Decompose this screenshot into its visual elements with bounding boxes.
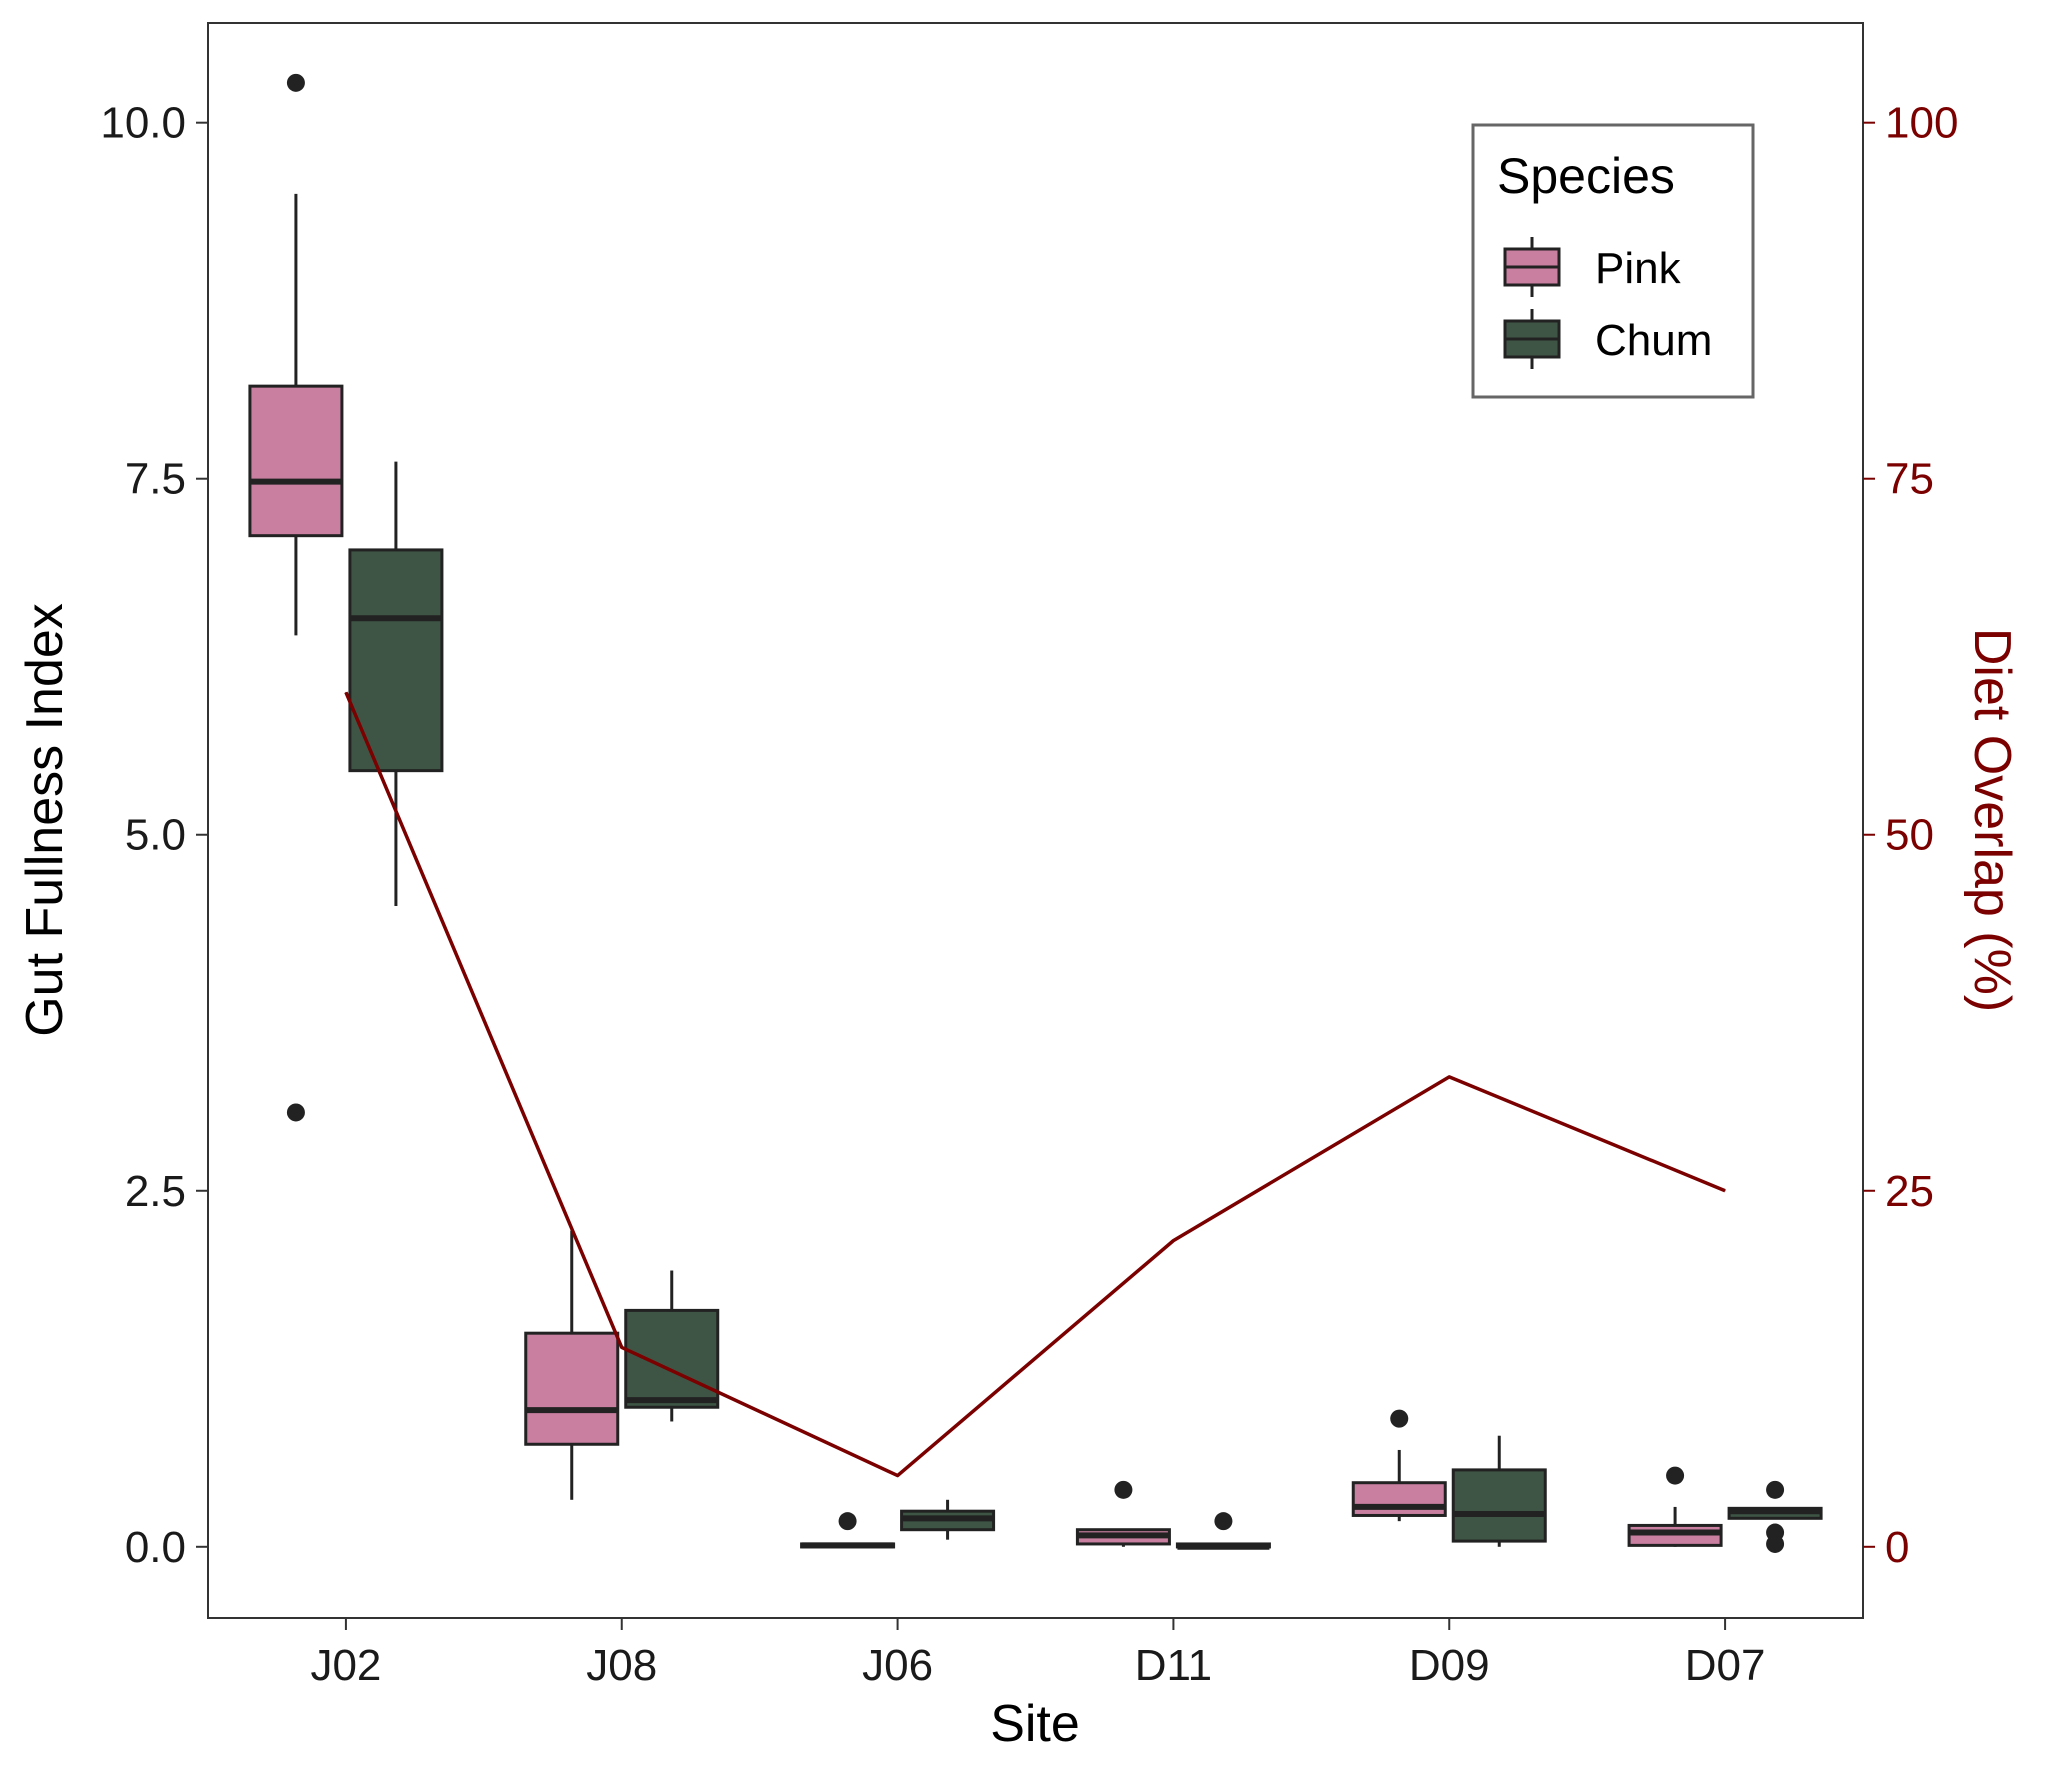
- x-tick-label: J02: [310, 1641, 381, 1690]
- diet-overlap-polyline: [344, 691, 1726, 1478]
- diet-overlap-point: [345, 691, 347, 693]
- x-tick-label: D09: [1409, 1641, 1490, 1690]
- x-tick-label: D07: [1685, 1641, 1766, 1690]
- diet-overlap-line: [344, 691, 1726, 1478]
- y-tick-label: 0.0: [125, 1523, 186, 1572]
- pink-d11-outlier: [1114, 1480, 1133, 1499]
- right-axis: 0 25 50 75 100: [1863, 99, 1958, 1572]
- y-right-tick-label: 25: [1885, 1167, 1934, 1216]
- x-tick-label: J06: [862, 1641, 933, 1690]
- chum-d07-outlier: [1766, 1534, 1785, 1553]
- y-tick-label: 10.0: [100, 99, 186, 148]
- left-axis: 0.0 2.5 5.0 7.5 10.0: [100, 99, 208, 1572]
- pink-j08-box: [524, 1331, 620, 1446]
- pink-j02-outlier: [286, 73, 305, 92]
- legend: Species Pink Chum: [1471, 123, 1755, 399]
- pink-j02-outlier: [286, 1103, 305, 1122]
- diet-overlap-point: [897, 1475, 899, 1477]
- x-axis-title: Site: [990, 1695, 1080, 1753]
- diet-overlap-point: [1724, 1190, 1726, 1192]
- y-right-tick-label: 50: [1885, 811, 1934, 860]
- y-tick-label: 2.5: [125, 1167, 186, 1216]
- legend-pink-label: Pink: [1595, 244, 1682, 293]
- pink-j02-box: [248, 384, 344, 538]
- legend-entries: Pink Chum: [1503, 237, 1712, 369]
- y-axis-right-title: Diet Overlap (%): [1963, 628, 2021, 1012]
- chum-d09-box: [1451, 1468, 1547, 1543]
- x-axis: J02 J08 J06 D11 D09 D07: [310, 1618, 1765, 1690]
- x-tick-label: D11: [1135, 1641, 1212, 1690]
- chum-j08-box: [624, 1308, 720, 1409]
- x-tick-label: J08: [586, 1641, 657, 1690]
- diet-overlap-point: [1172, 1240, 1174, 1242]
- legend-chum-label: Chum: [1595, 316, 1712, 365]
- y-right-tick-label: 75: [1885, 455, 1934, 504]
- pink-j06-outlier: [838, 1512, 857, 1531]
- y-tick-label: 7.5: [125, 455, 186, 504]
- y-right-tick-label: 100: [1885, 99, 1958, 148]
- y-tick-label: 5.0: [125, 811, 186, 860]
- pink-d09-box: [1351, 1481, 1447, 1517]
- legend-title: Species: [1497, 148, 1675, 204]
- chum-d11-outlier: [1214, 1512, 1233, 1531]
- diet-overlap-point: [621, 1346, 623, 1348]
- y-right-tick-label: 0: [1885, 1523, 1909, 1572]
- boxplots: [248, 73, 1823, 1553]
- y-axis-title: Gut Fullness Index: [16, 603, 74, 1037]
- chum-d07-outlier: [1766, 1480, 1785, 1499]
- diet-overlap-point: [1448, 1076, 1450, 1078]
- pink-d07-outlier: [1666, 1466, 1685, 1485]
- pink-d09-outlier: [1390, 1409, 1409, 1428]
